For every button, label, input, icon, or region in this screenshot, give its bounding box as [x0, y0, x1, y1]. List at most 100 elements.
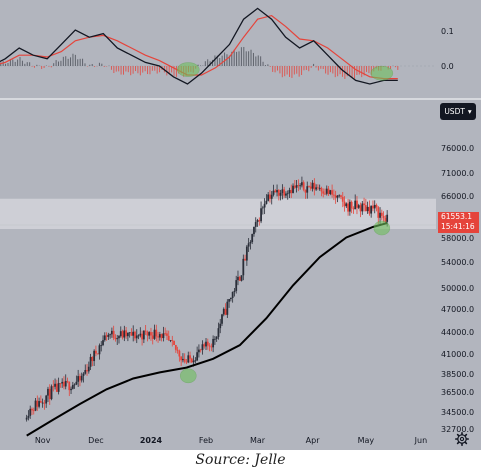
candle-body [126, 332, 129, 337]
candle-body [34, 400, 37, 411]
candle-body [187, 355, 190, 363]
candle-body [166, 333, 168, 336]
candle-body [141, 333, 143, 340]
candle-body [212, 338, 215, 348]
candle-body [103, 335, 106, 341]
candle-body [322, 191, 325, 194]
candle-body [50, 386, 53, 400]
candle-body [123, 330, 126, 338]
candle-body [256, 220, 259, 223]
candle-body [217, 328, 220, 337]
candle-body [366, 206, 369, 212]
candle-body [233, 290, 236, 292]
candle-body [331, 190, 334, 195]
candle-body [372, 205, 374, 209]
candle-body [134, 331, 136, 339]
candle-body [142, 330, 145, 340]
candle-body [226, 301, 229, 315]
candle-body [363, 203, 365, 206]
candle-body [198, 349, 200, 353]
candle-body [31, 408, 33, 411]
candle-body [171, 340, 174, 341]
x-tick-label: 2024 [140, 436, 163, 445]
settings-gear-icon[interactable] [455, 432, 469, 446]
candle-body [324, 193, 326, 195]
candle-body [80, 375, 83, 381]
candle-body [71, 385, 74, 389]
candle-body [196, 352, 199, 361]
price-y-tick-label: 32700.0 [441, 425, 474, 434]
candle-body [116, 338, 119, 340]
highlight-marker [179, 368, 197, 384]
candle-body [370, 205, 373, 214]
candle-body [210, 346, 213, 348]
candle-body [308, 186, 310, 188]
source-caption: Source: Jelle [195, 452, 286, 468]
candle-body [313, 182, 316, 190]
x-tick-label: Apr [306, 436, 321, 445]
candle-body [63, 381, 65, 387]
candle-body [100, 345, 103, 346]
x-tick-label: Dec [88, 436, 103, 445]
price-y-tick-label: 34500.0 [441, 408, 474, 417]
x-tick-label: Feb [199, 436, 213, 445]
candle-body [160, 334, 163, 339]
candle-body [110, 330, 113, 335]
candle-body [41, 402, 44, 404]
candle-body [318, 187, 321, 189]
candle-body [320, 187, 323, 192]
candle-body [302, 182, 305, 190]
highlight-marker [370, 65, 394, 81]
chevron-down-icon: ▾ [467, 107, 472, 116]
candle-body [114, 337, 117, 340]
candle-body [75, 381, 78, 385]
highlight-marker [373, 220, 391, 236]
candle-body [151, 335, 154, 339]
candle-body [213, 338, 216, 340]
candle-body [375, 204, 378, 208]
candle-body [55, 383, 58, 392]
candle-body [279, 192, 282, 196]
candle-body [221, 314, 223, 324]
candle-body [130, 332, 133, 336]
candle-body [334, 195, 337, 198]
candle-body [84, 370, 87, 374]
price-y-tick-label: 44000.0 [441, 328, 474, 337]
candle-body [112, 330, 115, 338]
price-y-tick-label: 38500.0 [441, 370, 474, 379]
candle-body [242, 258, 245, 276]
candle-body [281, 189, 284, 193]
candle-body [96, 353, 99, 355]
currency-selector[interactable]: USDT ▾ [440, 103, 476, 120]
candle-body [199, 349, 202, 351]
candle-body [316, 187, 319, 189]
candle-body [260, 208, 262, 222]
candle-body [215, 336, 218, 339]
candle-body [377, 207, 380, 218]
candle-body [244, 258, 246, 261]
candle-body [29, 408, 32, 416]
candle-body [61, 381, 64, 384]
candle-body [338, 195, 341, 197]
candle-body [190, 358, 193, 363]
candle-body [125, 330, 128, 337]
candle-body [39, 401, 42, 403]
candle-body [173, 340, 175, 345]
candle-body [237, 276, 239, 281]
candle-body [245, 246, 248, 261]
candle-body [43, 402, 46, 404]
candle-body [228, 299, 231, 302]
candle-body [286, 193, 289, 195]
moving-average-line [26, 222, 388, 437]
candle-body [73, 384, 76, 386]
candle-body [253, 226, 255, 235]
candle-body [309, 186, 312, 189]
candle-body [77, 376, 80, 382]
candle-body [301, 182, 303, 186]
candle-body [254, 222, 257, 227]
candle-body [135, 335, 138, 339]
candle-body [205, 341, 207, 347]
candle-body [293, 185, 296, 188]
candle-body [128, 332, 131, 334]
candle-body [137, 335, 140, 337]
